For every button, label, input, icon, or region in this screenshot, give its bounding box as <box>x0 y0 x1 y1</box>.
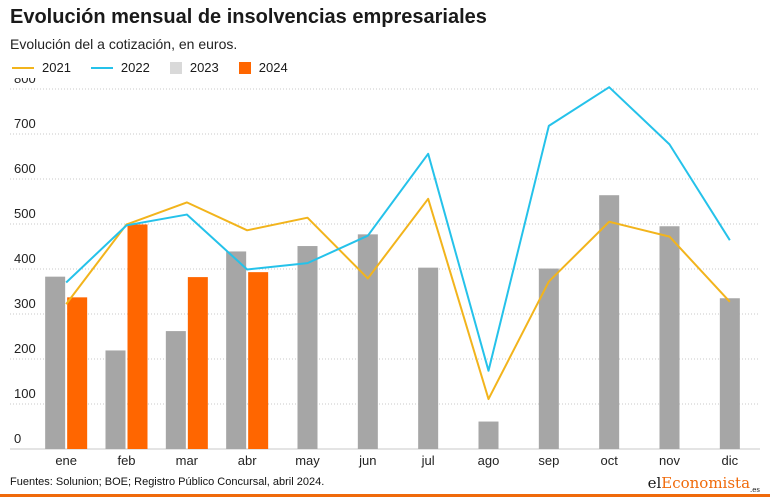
x-tick-label-nov: nov <box>659 453 680 468</box>
bar-2023-may <box>297 246 318 449</box>
x-tick-label-abr: abr <box>238 453 257 468</box>
legend-swatch-2023 <box>169 61 182 74</box>
legend-swatch-2022 <box>90 66 113 69</box>
legend: 2021 2022 2023 2024 <box>12 60 308 75</box>
bottom-rule <box>0 494 770 497</box>
legend-label-2022: 2022 <box>120 60 150 75</box>
legend-label-2021: 2021 <box>42 60 71 75</box>
x-tick-label-oct: oct <box>600 453 618 468</box>
brand-accent: Economista <box>661 474 751 492</box>
y-tick-label-0: 0 <box>14 431 21 446</box>
chart-plot: 0 100 200 300 400 500 600 700 800 ene feb mar abr may… <box>10 78 760 468</box>
line-series-2022 <box>65 86 731 372</box>
x-tick-label-mar: mar <box>176 453 199 468</box>
y-tick-label-800: 800 <box>14 78 36 86</box>
y-tick-label-100: 100 <box>14 386 36 401</box>
bar-2023-oct <box>599 195 620 449</box>
x-tick-label-jun: jun <box>358 453 376 468</box>
bar-2024-mar <box>187 277 208 449</box>
x-tick-label-ene: ene <box>55 453 77 468</box>
legend-item-2021: 2021 <box>12 60 71 75</box>
bar-2023-sep <box>538 268 559 449</box>
chart-subtitle: Evolución del a cotización, en euros. <box>10 36 238 52</box>
x-tick-label-jul: jul <box>421 453 435 468</box>
y-tick-label-500: 500 <box>14 206 36 221</box>
brand-logo: elEconomista.es <box>648 474 760 494</box>
x-tick-label-dic: dic <box>722 453 739 468</box>
x-tick-label-ago: ago <box>478 453 500 468</box>
bar-2023-mar <box>165 331 186 449</box>
x-tick-label-sep: sep <box>538 453 559 468</box>
x-tick-label-may: may <box>295 453 320 468</box>
bar-2023-nov <box>659 226 680 449</box>
bar-2023-ene <box>45 276 66 449</box>
legend-item-2022: 2022 <box>90 60 150 75</box>
chart-title: Evolución mensual de insolvencias empres… <box>10 6 487 28</box>
bar-2023-ago <box>478 421 499 449</box>
legend-item-2023: 2023 <box>169 60 219 75</box>
brand-suffix: .es <box>750 486 760 494</box>
legend-swatch-2024 <box>238 61 251 74</box>
y-tick-label-400: 400 <box>14 251 36 266</box>
bar-2023-jul <box>418 267 439 449</box>
x-tick-label-feb: feb <box>117 453 135 468</box>
legend-swatch-2021 <box>12 66 34 69</box>
bar-2023-dic <box>719 298 740 449</box>
line-series-2021 <box>65 197 731 401</box>
bar-2024-ene <box>67 297 88 449</box>
y-tick-label-700: 700 <box>14 116 36 131</box>
brand-prefix: el <box>647 474 662 492</box>
bar-2023-abr <box>226 251 247 449</box>
source-note: Fuentes: Solunion; BOE; Registro Público… <box>10 476 325 488</box>
bar-2024-feb <box>127 224 148 449</box>
y-tick-label-300: 300 <box>14 296 36 311</box>
y-tick-label-600: 600 <box>14 161 36 176</box>
bar-2024-abr <box>248 272 269 449</box>
y-tick-label-200: 200 <box>14 341 36 356</box>
legend-label-2024: 2024 <box>258 60 288 75</box>
bar-2023-feb <box>105 350 126 449</box>
legend-item-2024: 2024 <box>238 60 288 75</box>
bar-2023-jun <box>357 234 378 449</box>
legend-label-2023: 2023 <box>189 60 219 75</box>
